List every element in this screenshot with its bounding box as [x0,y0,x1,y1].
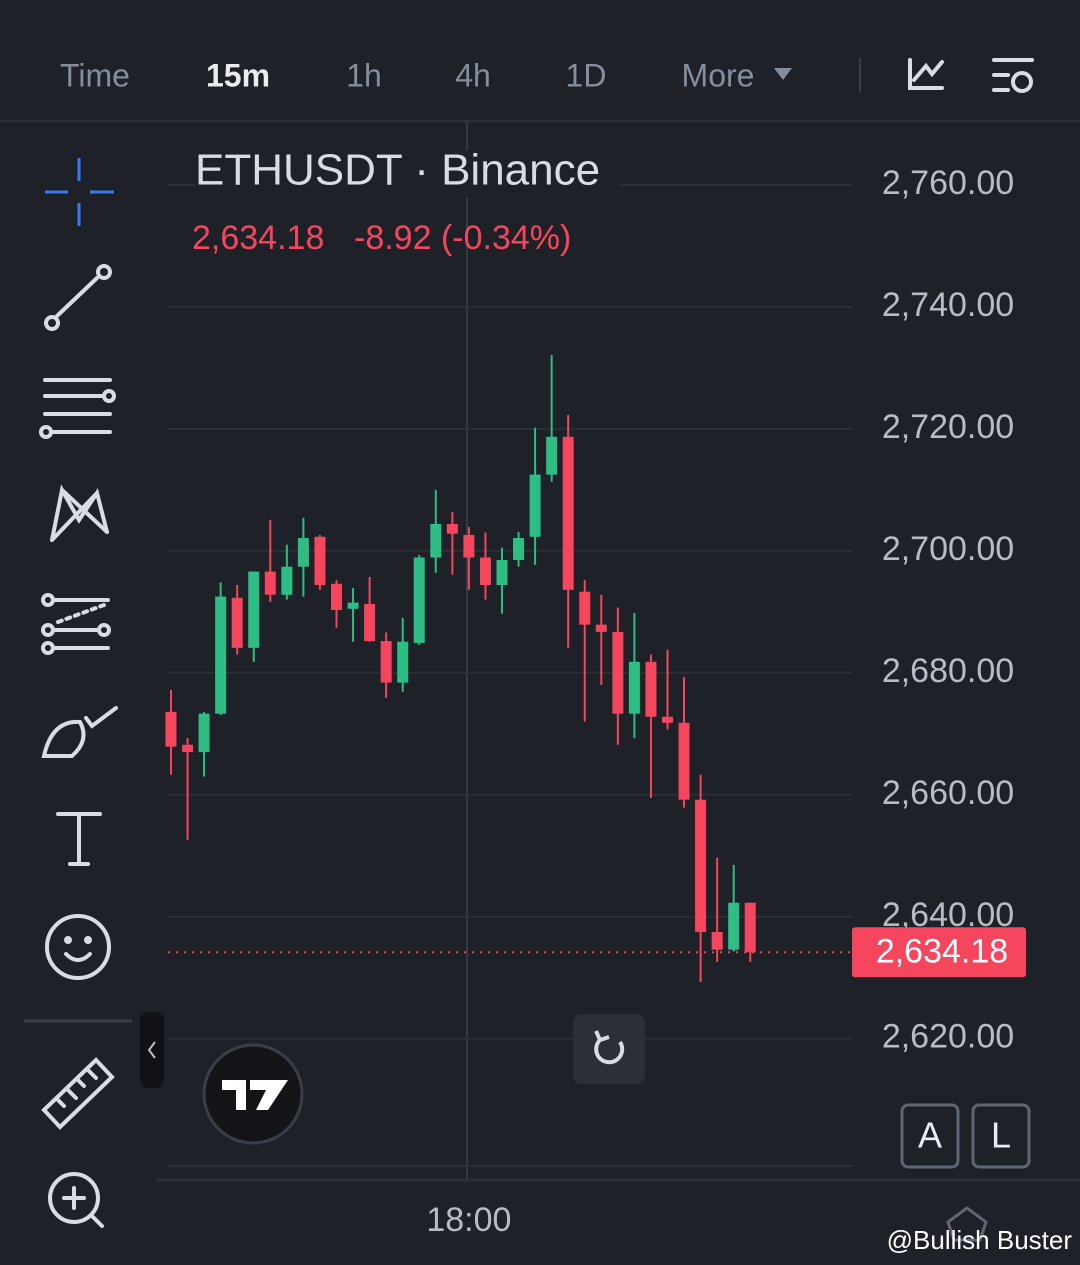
text-tool[interactable] [56,812,102,866]
settings-icon[interactable] [992,58,1034,93]
reset-button[interactable] [573,1014,645,1084]
x-tick-label: 18:00 [426,1201,511,1239]
candle-body [645,661,657,717]
tab[interactable]: 1D [566,57,607,93]
log-button-label: L [991,1115,1011,1156]
candle-body [314,536,326,585]
candle-body [695,799,707,933]
candle-body [529,474,541,537]
tab[interactable]: 4h [455,57,491,93]
chart-title: ETHUSDT · Binance [195,146,600,195]
candle-body [579,591,591,625]
candle-body [513,538,525,560]
y-tick-label: 2,680.00 [882,652,1014,690]
candle-body [347,602,359,609]
auto-button-label: A [918,1115,942,1156]
price-tag-label: 2,634.18 [876,932,1008,970]
candle-body [331,583,342,610]
candle-body [215,596,227,714]
candle-body [463,534,475,558]
tabs: Time 15m 1h 4h 1D More [60,57,754,93]
candle-body [546,436,558,475]
candle-body [595,624,607,632]
candle-body [628,661,640,714]
y-tick-label: 2,760.00 [882,164,1014,202]
candle-body [182,744,194,753]
candle-body [397,641,409,683]
y-tick-label: 2,720.00 [882,408,1014,446]
candle-body [364,603,376,642]
projection-tool[interactable] [41,593,111,655]
ruler-tool[interactable] [41,1057,115,1130]
y-tick-label: 2,620.00 [882,1018,1014,1056]
quote-price: 2,634.18 [192,219,324,257]
indicator-icon[interactable] [908,58,944,90]
tab[interactable]: 15m [206,57,270,93]
candle-body [231,597,243,648]
y-tick-label: 2,660.00 [882,774,1014,812]
candle-body [678,722,690,800]
title-backdrop [195,150,620,198]
auto-button[interactable] [900,1103,960,1169]
tab[interactable]: Time [60,57,130,93]
candle-body [165,711,177,747]
candle-body [728,902,740,950]
candle-body [446,523,458,534]
grid: 2,620.002,640.002,660.002,680.002,700.00… [168,164,1014,1239]
candle-body [413,557,425,643]
fib-tool[interactable] [39,378,116,439]
candle-body [744,902,756,953]
crosshair-tool[interactable] [45,158,114,226]
candle-body [496,559,508,585]
collapse-arrow [147,1041,156,1059]
candle-body [612,631,624,714]
candles [165,355,756,983]
watermark: @Bullish Buster [887,1225,1073,1255]
candle-body [562,436,574,590]
candle-body [281,566,293,595]
tab[interactable]: More [682,57,755,93]
candle-body [430,523,442,558]
candle-body [264,571,276,595]
line-tool[interactable] [44,264,112,331]
candle-body [711,932,723,950]
collapse-button[interactable] [140,1012,164,1088]
candle-body [248,571,260,648]
candle-body [297,538,309,567]
left-toolbar [24,158,132,1228]
more-arrow [774,68,792,80]
logo-mark [222,1080,288,1110]
zoom-tool[interactable] [48,1172,104,1228]
price-tag [852,927,1026,978]
logo[interactable] [202,1043,304,1145]
pattern-tool[interactable] [50,484,109,542]
overlay: 2,634.18 [168,927,1026,978]
candle-body [662,716,673,723]
brush-tool[interactable] [41,706,118,758]
candle-body [380,641,392,683]
reset-icon [594,1030,625,1065]
candle-body [198,713,210,753]
candle-body [479,557,491,585]
emoji-tool[interactable] [45,914,111,980]
quote-change: -8.92 (-0.34%) [354,219,571,257]
y-tick-label: 2,700.00 [882,530,1014,568]
tab[interactable]: 1h [346,57,382,93]
y-tick-label: 2,740.00 [882,286,1014,324]
settings-gear[interactable] [946,1206,988,1242]
log-button[interactable] [971,1103,1031,1169]
